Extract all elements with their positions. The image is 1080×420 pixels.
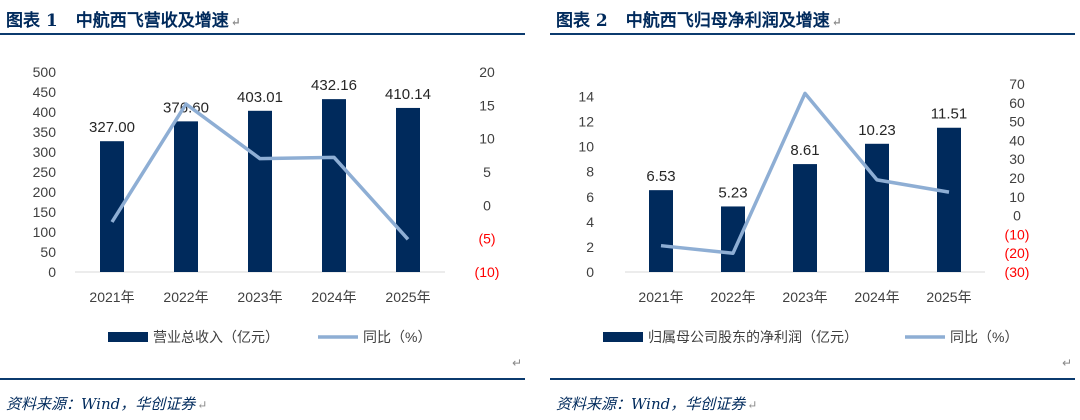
category-label: 2022年 (163, 289, 208, 305)
source-text: 资料来源：Wind，华创证券 (556, 395, 746, 413)
caption-label: 图表 1 (6, 11, 58, 31)
category-label: 2024年 (854, 289, 899, 305)
caption-title: 中航西飞归母净利润及增速 (625, 11, 830, 31)
left-axis-tick: 10 (578, 139, 594, 155)
category-label: 2025年 (926, 289, 971, 305)
left-axis-tick: 2 (586, 239, 594, 255)
legend-bar-swatch (108, 332, 148, 342)
left-axis-tick: 300 (33, 144, 57, 160)
right-axis-tick: 10 (479, 131, 495, 147)
bar (721, 206, 745, 272)
chart-caption: 图表 2 中航西飞归母净利润及增速 ↵ (556, 6, 842, 31)
category-label: 2025年 (385, 289, 430, 305)
chart-panel-revenue: 图表 1 中航西飞营收及增速 ↵ 0 50 100 150 200 250 300 350 400 4… (0, 0, 530, 420)
return-mark: ↵ (197, 398, 208, 412)
right-axis-tick: 60 (1009, 95, 1025, 111)
legend-line-label: 同比（%） (363, 329, 431, 345)
legend-line-label: 同比（%） (950, 329, 1018, 345)
bar (322, 99, 346, 272)
left-axis-tick: 350 (33, 124, 57, 140)
bar (248, 110, 272, 273)
growth-line (110, 102, 410, 241)
bar-data-label: 8.61 (790, 142, 819, 159)
left-axis-tick: 450 (33, 84, 57, 100)
left-axis-tick: 14 (578, 89, 594, 105)
right-axis-tick: 5 (483, 164, 491, 180)
bar-data-label: 6.53 (646, 168, 675, 185)
bar (174, 121, 198, 272)
right-axis-tick: 50 (1009, 114, 1025, 130)
bar (396, 107, 420, 272)
chart-panel-profit: 图表 2 中航西飞归母净利润及增速 ↵ 0 2 4 6 8 10 12 14 (30) (20) (10… (550, 0, 1080, 420)
left-axis-tick: 250 (33, 164, 57, 180)
legend-bar-swatch (603, 332, 643, 342)
legend-bar-label: 营业总收入（亿元） (153, 329, 279, 345)
right-axis-tick: (20) (1005, 245, 1030, 261)
right-axis-tick: 0 (1013, 208, 1021, 224)
left-axis-tick: 12 (578, 114, 594, 130)
left-axis-tick: 0 (48, 264, 56, 280)
right-axis-tick: (5) (478, 231, 495, 247)
bar-data-label: 11.51 (931, 106, 967, 123)
category-label: 2024年 (311, 289, 356, 305)
return-mark: ↵ (230, 15, 241, 29)
bottom-rule (0, 378, 525, 380)
caption-title: 中航西飞营收及增速 (75, 11, 229, 31)
source-note: 资料来源：Wind，华创证券 ↵ (556, 393, 757, 414)
bar-data-label: 410.14 (385, 86, 431, 103)
right-axis-tick: 15 (479, 97, 495, 113)
left-axis-tick: 6 (586, 189, 594, 205)
left-axis-tick: 500 (33, 64, 57, 80)
right-axis-tick: 40 (1009, 132, 1025, 148)
chart-revenue: 0 50 100 150 200 250 300 350 400 450 500 (10) (5) 0 5 1… (33, 64, 500, 345)
left-axis-tick: 150 (33, 204, 57, 220)
left-axis-tick: 0 (586, 264, 594, 280)
caption-label: 图表 2 (556, 11, 608, 31)
right-axis-tick: 20 (479, 64, 495, 80)
bar (793, 164, 817, 272)
return-mark: ↵ (747, 398, 758, 412)
left-axis-tick: 8 (586, 164, 594, 180)
return-mark: ↵ (1061, 356, 1072, 370)
right-axis-tick: (30) (1005, 264, 1030, 280)
bar (649, 190, 673, 272)
bar-data-label: 403.01 (237, 89, 283, 106)
left-axis-tick: 50 (40, 244, 56, 260)
right-axis-tick: 10 (1009, 189, 1025, 205)
left-axis-tick: 4 (586, 214, 594, 230)
top-rule (550, 33, 1075, 35)
bottom-rule (550, 378, 1075, 380)
bar-data-label: 5.23 (718, 184, 747, 201)
growth-line (660, 91, 950, 255)
top-rule (0, 33, 525, 35)
bar (865, 143, 889, 272)
category-label: 2021年 (89, 289, 134, 305)
right-axis-tick: (10) (475, 264, 500, 280)
left-axis-tick: 100 (33, 224, 57, 240)
left-axis-tick: 400 (33, 104, 57, 120)
category-label: 2022年 (710, 289, 755, 305)
bar-data-label: 327.00 (89, 119, 135, 136)
bar (937, 127, 961, 272)
chart-caption: 图表 1 中航西飞营收及增速 ↵ (6, 6, 241, 31)
bar-data-label: 10.23 (858, 122, 896, 139)
right-axis-tick: 30 (1009, 151, 1025, 167)
legend-bar-label: 归属母公司股东的净利润（亿元） (648, 329, 858, 345)
source-note: 资料来源：Wind，华创证券 ↵ (6, 393, 207, 414)
source-text: 资料来源：Wind，华创证券 (6, 395, 196, 413)
right-axis-tick: 70 (1009, 76, 1025, 92)
return-mark: ↵ (511, 356, 522, 370)
category-label: 2021年 (638, 289, 683, 305)
chart-profit: 0 2 4 6 8 10 12 14 (30) (20) (10) 0 10 20 30 40 50 60 70 6.… (578, 76, 1030, 345)
category-label: 2023年 (782, 289, 827, 305)
return-mark: ↵ (831, 15, 842, 29)
right-axis-tick: 20 (1009, 170, 1025, 186)
right-axis-tick: (10) (1005, 226, 1030, 242)
left-axis-tick: 200 (33, 184, 57, 200)
category-label: 2023年 (237, 289, 282, 305)
bar-data-label: 432.16 (311, 77, 357, 94)
right-axis-tick: 0 (483, 197, 491, 213)
